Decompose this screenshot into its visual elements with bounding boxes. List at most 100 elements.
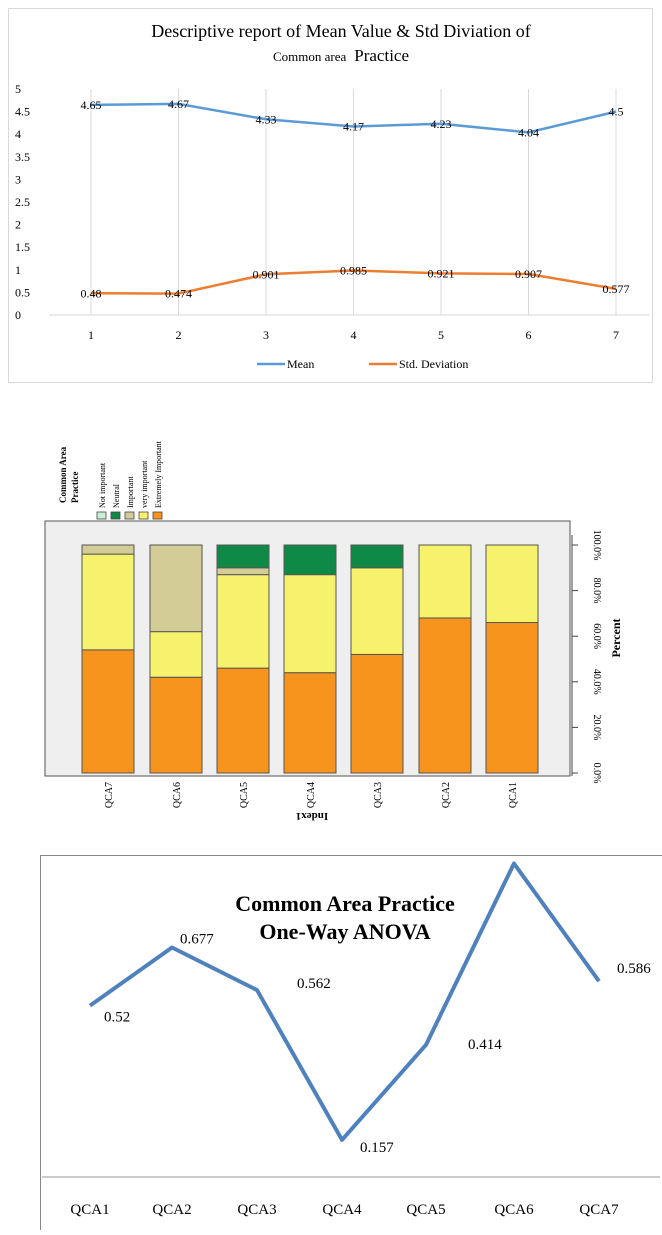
category-label: QCA3: [373, 782, 384, 808]
y-tick-label: 1: [15, 263, 21, 277]
bar-segment: [350, 567, 404, 655]
anova-title-line1: Common Area Practice: [235, 891, 455, 916]
x-tick-label: 6: [526, 328, 532, 342]
subtitle-large: Practice: [354, 46, 409, 65]
category-label: QCA2: [152, 1202, 191, 1218]
y-tick-label: 0.5: [15, 285, 30, 299]
y-tick-label: 1.5: [15, 240, 30, 254]
x-tick-label: 1: [88, 328, 94, 342]
y-tick-label: 3.5: [15, 150, 30, 164]
bar-segment: [418, 617, 472, 774]
x-tick-label: 5: [438, 328, 444, 342]
bar-segment: [216, 667, 270, 774]
data-label: 0.414: [468, 1037, 502, 1053]
y-axis-title: Percent: [609, 618, 623, 657]
bar-segment: [283, 672, 337, 774]
data-label: 0.586: [617, 961, 651, 977]
category-label: QCA6: [494, 1202, 534, 1218]
y-tick-label: 80.0%: [591, 578, 602, 604]
y-tick-label: 2.5: [15, 195, 30, 209]
data-label: 4.04: [518, 125, 539, 139]
category-label: QCA7: [579, 1202, 619, 1218]
data-label: 0.901: [253, 267, 280, 281]
stacked-bar-chart-panel: Common Area Practice Not important Neutral I…: [0, 400, 662, 830]
category-label: QCA2: [441, 782, 452, 808]
bar-segment: [485, 622, 539, 774]
category-label: QCA5: [406, 1202, 445, 1218]
chart-title: Descriptive report of Mean Value & Std D…: [151, 21, 531, 41]
category-label: QCA1: [70, 1202, 109, 1218]
bar-segment: [81, 649, 135, 774]
category-label: QCA7: [104, 782, 115, 808]
category-label: QCA4: [322, 1202, 362, 1218]
data-label: 4.23: [431, 117, 452, 131]
legend-swatch: [96, 511, 107, 520]
bar-segment: [283, 574, 337, 674]
data-label: 4.17: [343, 120, 364, 134]
data-label: 4.65: [81, 98, 102, 112]
y-tick-label: 20.0%: [591, 714, 602, 740]
legend-label: Extremely Important: [154, 440, 163, 508]
bar-segment: [418, 544, 472, 619]
y-tick-label: 60.0%: [591, 623, 602, 649]
category-label: QCA1: [508, 782, 519, 808]
y-tick-label: 4.5: [15, 105, 30, 119]
category-label: QCA5: [239, 782, 250, 808]
bar-segment: [216, 544, 270, 569]
category-label: QCA4: [306, 782, 317, 808]
data-label: 4.67: [168, 97, 189, 111]
bar-segment: [149, 631, 203, 678]
legend-swatch: [152, 511, 163, 520]
anova-title-line2: One-Way ANOVA: [259, 919, 430, 944]
legend-label: very important: [140, 460, 149, 508]
bar-segment: [81, 544, 135, 555]
legend-swatch: [124, 511, 135, 520]
data-label: 0.562: [297, 976, 331, 992]
y-tick-label: 100.0%: [591, 530, 602, 561]
anova-chart: Common Area Practice One-Way ANOVA 0.52 0…: [42, 836, 660, 1218]
data-label: 4.33: [256, 112, 277, 126]
data-label: 0.52: [104, 1010, 130, 1026]
bar-segment: [81, 553, 135, 651]
anova-line: [88, 861, 601, 1142]
legend-label: Important: [126, 476, 135, 508]
data-label: 0.577: [603, 282, 630, 296]
bar-segment: [216, 574, 270, 669]
bar-segment: [350, 653, 404, 774]
legend-swatch: [110, 511, 121, 520]
y-tick-label: 0.0%: [591, 763, 602, 784]
legend-label: Std. Deviation: [399, 357, 468, 371]
y-tick-label: 3: [15, 172, 21, 186]
x-tick-label: 4: [351, 328, 357, 342]
bar-segment: [485, 544, 539, 624]
legend-label: Neutral: [112, 483, 121, 508]
x-tick-label: 3: [263, 328, 269, 342]
x-tick-label: 2: [176, 328, 182, 342]
category-label: QCA6: [172, 782, 183, 808]
subtitle-small: Common area: [273, 49, 347, 64]
y-tick-label: 5: [15, 82, 21, 96]
bar-segment: [283, 544, 337, 576]
mean-std-chart: Descriptive report of Mean Value & Std D…: [15, 21, 649, 371]
data-label: 4.5: [609, 105, 624, 119]
data-label: 0.985: [340, 263, 367, 277]
legend-title: Practice: [70, 472, 80, 503]
data-label: 0.48: [81, 286, 102, 300]
y-tick-label: 4: [15, 127, 21, 141]
y-tick-label: 2: [15, 218, 21, 232]
legend-title: Common Area: [58, 446, 68, 503]
bar-segment: [149, 544, 203, 633]
data-label: 0.907: [515, 267, 542, 281]
x-tick-label: 7: [613, 328, 619, 342]
y-tick-label: 0: [15, 308, 21, 322]
legend-swatch: [138, 511, 149, 520]
x-axis-title: Index1: [296, 810, 328, 822]
legend-label: Mean: [287, 357, 314, 371]
data-label: 0.157: [360, 1140, 394, 1156]
bar-segment: [216, 567, 270, 576]
data-label: 0.921: [428, 266, 455, 280]
series-line-std-deviation: [90, 269, 617, 295]
bar-segment: [350, 544, 404, 569]
series-line-mean: [90, 102, 617, 134]
category-label: QCA3: [237, 1202, 276, 1218]
